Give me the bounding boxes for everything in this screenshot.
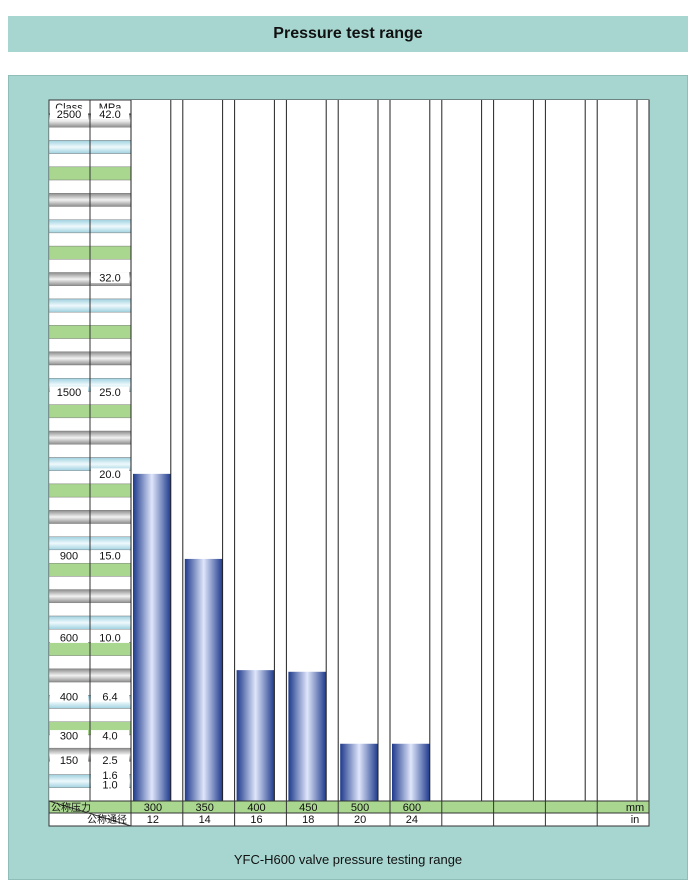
x-row-mm	[48, 800, 650, 814]
tick-label-box	[50, 108, 88, 120]
class-tick-label: 900	[60, 551, 78, 563]
mpa-tick-label: 25.0	[99, 387, 120, 399]
x-tick-mm: 450	[299, 802, 317, 814]
x-tick-mm: 600	[403, 802, 421, 814]
tick-label-box	[91, 468, 129, 480]
x-tick-in: 16	[250, 814, 262, 826]
mpa-tick-label: 42.0	[99, 109, 120, 121]
x-header-diagonal	[48, 800, 132, 827]
tick-label-box	[91, 631, 129, 643]
tick-label-box	[50, 754, 88, 766]
tick-label-box	[91, 730, 129, 742]
bar	[340, 743, 378, 801]
mpa-tick-label: 20.0	[99, 469, 120, 481]
class-tick-label: 2500	[57, 109, 81, 121]
tick-label-box	[91, 779, 129, 791]
title-banner: Pressure test range	[8, 16, 688, 52]
x-tick-in: 20	[354, 814, 366, 826]
tick-label-box	[91, 386, 129, 398]
x-tick-in: 12	[147, 814, 159, 826]
x-tick-in: 18	[302, 814, 314, 826]
x-tick-mm: 400	[247, 802, 265, 814]
bar	[236, 670, 275, 801]
tick-label-box	[50, 386, 88, 398]
mpa-tick-label: 4.0	[102, 731, 117, 743]
class-tick-label: 600	[60, 632, 78, 644]
tick-label-box	[50, 730, 88, 742]
page-title: Pressure test range	[273, 25, 423, 42]
bar	[392, 743, 430, 801]
pressure-chart: Class MPa42.032.025.020.015.010.06.44.02.…	[48, 99, 650, 827]
chart-caption: YFC-H600 valve pressure testing range	[233, 852, 463, 867]
class-tick-label: 1500	[57, 387, 81, 399]
x-tick-in: 24	[406, 814, 418, 826]
class-tick-label: 400	[60, 691, 78, 703]
mpa-tick-label: 1.0	[102, 780, 117, 792]
x-tick-mm: 350	[196, 802, 214, 814]
mpa-tick-label: 10.0	[99, 632, 120, 644]
tick-label-box	[91, 272, 129, 284]
tick-label-box	[50, 690, 88, 702]
tick-label-box	[50, 550, 88, 562]
x-unit-mm: mm	[626, 802, 644, 814]
tick-label-box	[91, 754, 129, 766]
x-tick-mm: 500	[351, 802, 369, 814]
tick-label-box	[91, 550, 129, 562]
mpa-tick-label: 6.4	[102, 691, 117, 703]
tick-label-box	[50, 631, 88, 643]
bar	[288, 671, 327, 801]
x-unit-in: in	[631, 814, 640, 826]
x-row2-label: 公称通径	[87, 813, 127, 826]
mpa-tick-label: 2.5	[102, 755, 117, 767]
bar	[184, 558, 223, 801]
x-row1-label: 公称压力	[51, 801, 91, 814]
bar	[133, 473, 171, 801]
x-tick-in: 14	[199, 814, 211, 826]
class-tick-label: 300	[60, 731, 78, 743]
mpa-tick-label: 32.0	[99, 273, 120, 285]
class-tick-label: 150	[60, 755, 78, 767]
tick-label-box	[91, 769, 129, 781]
mpa-tick-label: 15.0	[99, 551, 120, 563]
chart-panel: Class MPa 42.0 32.0 25.0 20.0 15.0 10.0 6.4 4.0 2.…	[8, 75, 688, 880]
x-tick-mm: 300	[144, 802, 162, 814]
x-row-in	[48, 812, 650, 827]
tick-label-box	[91, 108, 129, 120]
tick-label-box	[91, 690, 129, 702]
mpa-tick-label: 1.6	[102, 770, 117, 782]
